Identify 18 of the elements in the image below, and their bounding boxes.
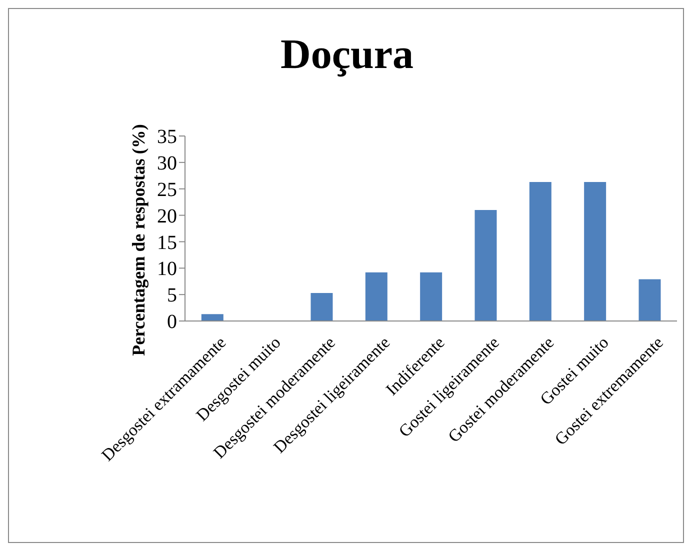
bar — [529, 182, 552, 321]
y-tick-label: 10 — [157, 258, 177, 280]
chart-title: Doçura — [280, 31, 414, 79]
bar — [474, 210, 497, 321]
bar — [638, 279, 661, 321]
y-tick-label: 15 — [157, 232, 177, 254]
bar — [310, 292, 333, 321]
y-tick-label: 30 — [157, 152, 177, 175]
bar — [201, 314, 224, 321]
bar — [420, 272, 442, 321]
bar — [365, 272, 388, 321]
y-tick-label: 35 — [157, 126, 177, 148]
y-axis-title: Percentagem de respostas (%) — [128, 124, 150, 356]
y-tick-label: 5 — [167, 284, 177, 307]
y-tick-label: 25 — [157, 178, 177, 201]
bar — [584, 182, 606, 321]
y-tick-label: 20 — [157, 205, 177, 228]
y-tick-label: 0 — [167, 311, 177, 334]
